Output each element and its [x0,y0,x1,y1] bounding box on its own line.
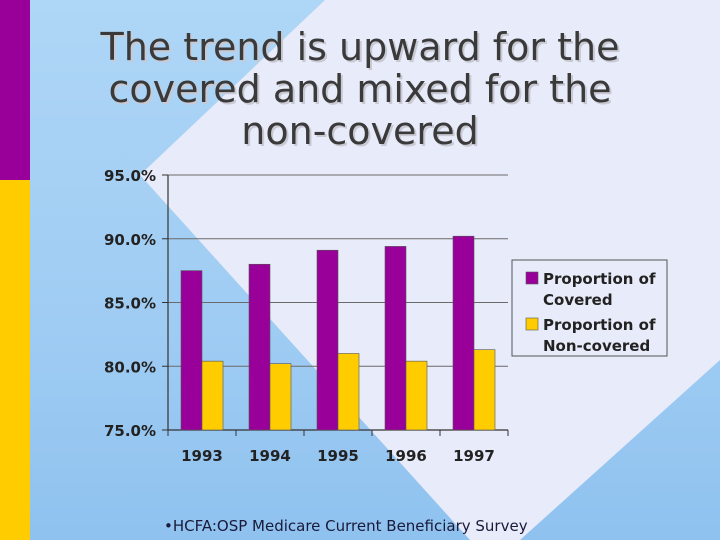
bar [180,270,203,431]
source-note: •HCFA:OSP Medicare Current Beneficiary S… [164,517,528,535]
bar [384,246,407,431]
title-line: non-covered [241,109,479,153]
y-tick-label: 95.0% [104,167,156,185]
x-tick-label: 1993 [181,447,223,465]
legend-box [511,259,668,357]
bar [201,360,224,431]
accent-band-yellow [0,180,30,540]
y-tick-label: 80.0% [104,358,156,376]
legend-label: Proportion of [543,270,656,288]
bar [405,360,428,431]
x-tick-label: 1997 [453,447,495,465]
slide-title: The trend is upward for the covered and … [60,26,660,152]
y-tick-label: 75.0% [104,422,156,440]
x-tick-label: 1994 [249,447,291,465]
bar [337,353,360,431]
legend-label: Covered [543,291,613,309]
y-tick-label: 85.0% [104,295,156,313]
bar [473,349,496,431]
legend-swatch [525,317,539,331]
bar [316,249,339,431]
bar [248,263,271,431]
bar [269,363,292,431]
title-line: The trend is upward for the [100,25,620,69]
title-line: covered and mixed for the [108,67,612,111]
x-tick-label: 1995 [317,447,359,465]
y-tick-label: 90.0% [104,231,156,249]
x-tick-label: 1996 [385,447,427,465]
accent-band-purple [0,0,30,180]
bar [452,235,475,431]
legend-swatch [525,271,539,285]
legend-label: Non-covered [543,337,650,355]
legend-label: Proportion of [543,316,656,334]
